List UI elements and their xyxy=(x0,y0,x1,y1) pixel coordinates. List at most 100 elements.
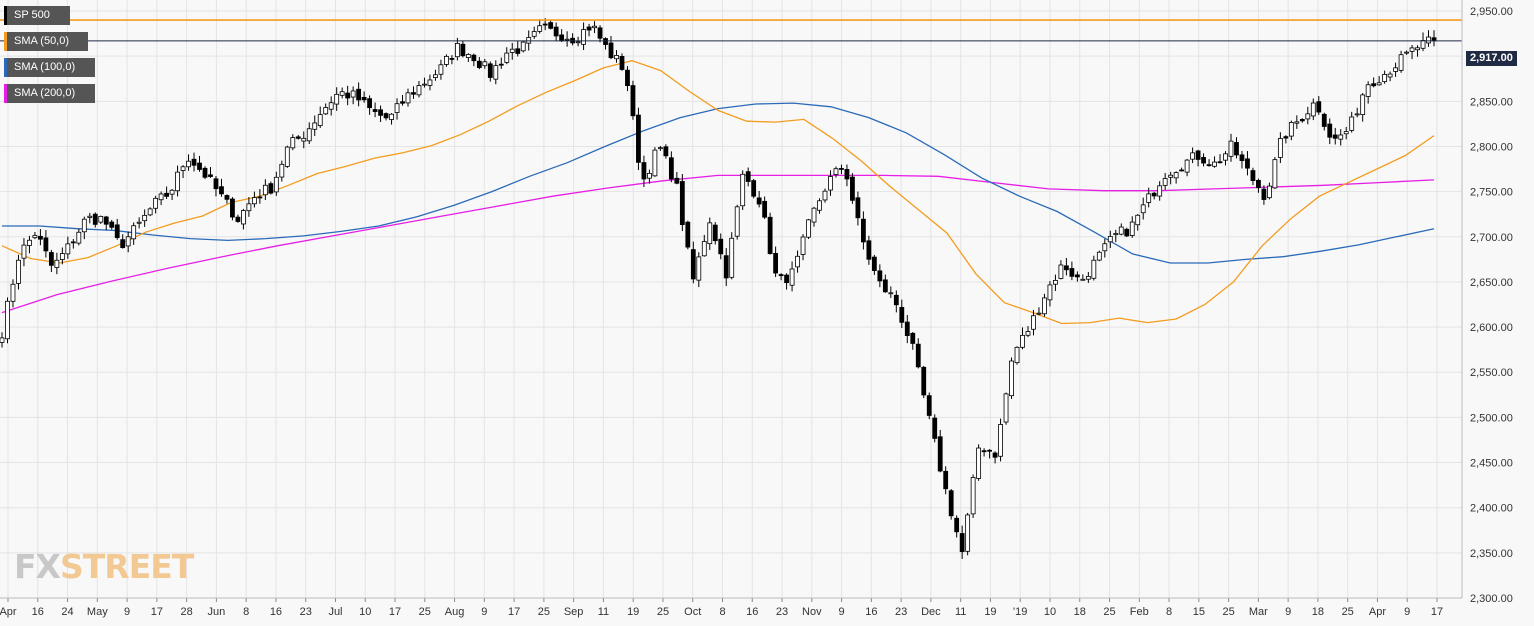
candle-down xyxy=(1299,118,1305,122)
x-tick-label: 25 xyxy=(1103,606,1115,618)
candle-down xyxy=(548,22,554,29)
candle-down xyxy=(411,92,416,95)
candle-down xyxy=(1201,157,1206,164)
candle-down xyxy=(268,183,274,194)
candle-up xyxy=(806,219,811,238)
candle-down xyxy=(745,171,751,182)
sma-50-polyline xyxy=(1,60,1435,325)
candle-down xyxy=(1256,179,1261,189)
x-tick-label: 8 xyxy=(1166,606,1172,618)
candle-up xyxy=(800,236,806,255)
candle-down xyxy=(1250,170,1256,181)
candle-up xyxy=(1184,159,1190,173)
candle-up xyxy=(970,477,976,515)
y-tick-label: 2,600.00 xyxy=(1470,322,1513,334)
candle-down xyxy=(92,213,98,225)
candle-down xyxy=(1261,188,1267,200)
candle-down xyxy=(630,85,636,117)
candle-down xyxy=(1321,113,1327,127)
candle-down xyxy=(1283,136,1289,139)
candle-up xyxy=(657,147,663,150)
x-tick-label: 8 xyxy=(243,606,249,618)
candle-down xyxy=(751,180,757,197)
x-tick-label: 9 xyxy=(839,606,845,618)
candle-down xyxy=(356,88,362,101)
legend-label: SMA (50,0) xyxy=(14,35,70,47)
candle-up xyxy=(312,122,318,130)
candle-up xyxy=(1343,131,1349,135)
candle-up xyxy=(1354,113,1360,116)
x-tick-label: 23 xyxy=(895,606,907,618)
candle-up xyxy=(76,231,82,244)
candle-down xyxy=(910,332,916,344)
candle-down xyxy=(1332,134,1338,139)
candle-down xyxy=(690,249,696,280)
y-tick-label: 2,500.00 xyxy=(1470,412,1513,424)
candle-down xyxy=(43,237,49,252)
candle-down xyxy=(1371,83,1377,87)
y-tick-label: 2,350.00 xyxy=(1470,548,1513,560)
candle-up xyxy=(1140,204,1146,214)
candle-up xyxy=(1420,40,1426,49)
candle-down xyxy=(372,109,378,112)
candle-up xyxy=(1190,152,1195,160)
candle-up xyxy=(142,214,148,222)
candle-down xyxy=(378,109,383,116)
chart-grid xyxy=(0,0,1462,599)
candle-down xyxy=(855,197,861,219)
candle-down xyxy=(712,224,718,242)
candle-up xyxy=(1360,94,1366,115)
x-tick-label: Nov xyxy=(802,606,822,618)
candle-down xyxy=(476,60,482,68)
legend-item-sma50[interactable]: SMA (50,0) xyxy=(4,32,88,51)
axes: 2,300.00 2,350.00 2,400.00 2,450.00 2,500.00… xyxy=(0,0,1513,618)
candle-down xyxy=(400,101,405,104)
candle-up xyxy=(284,146,290,167)
candle-up xyxy=(350,90,356,98)
x-tick-label: 25 xyxy=(1222,606,1234,618)
legend-label: SP 500 xyxy=(14,9,50,21)
candle-up xyxy=(444,55,449,65)
x-tick-label: 10 xyxy=(1044,606,1056,618)
candle-up xyxy=(186,160,191,168)
price-levels xyxy=(0,19,1462,42)
legend-item-sma100[interactable]: SMA (100,0) xyxy=(4,58,95,77)
legend-item-sma200[interactable]: SMA (200,0) xyxy=(4,84,95,103)
candle-up xyxy=(1020,334,1025,348)
candle-up xyxy=(1212,161,1217,167)
candle-up xyxy=(180,166,186,171)
candle-up xyxy=(504,52,510,63)
candle-up xyxy=(27,239,32,246)
y-tick-label: 2,950.00 xyxy=(1470,6,1513,18)
candle-down xyxy=(1206,164,1212,167)
candle-up xyxy=(427,79,433,86)
candle-up xyxy=(998,424,1003,457)
candle-up xyxy=(301,137,307,142)
legend-item-sp500[interactable]: SP 500 xyxy=(4,6,70,25)
candle-up xyxy=(1058,264,1064,279)
y-tick-label: 2,800.00 xyxy=(1470,141,1513,153)
candle-up xyxy=(789,268,795,286)
candle-up xyxy=(1387,73,1393,78)
x-tick-label: May xyxy=(87,606,108,618)
y-tick-label: 2,850.00 xyxy=(1470,96,1513,108)
candle-up xyxy=(1162,178,1168,186)
x-tick-label: 15 xyxy=(1193,606,1205,618)
candle-up xyxy=(394,103,400,113)
candle-down xyxy=(718,238,724,255)
sma-200-polyline xyxy=(1,174,1435,314)
candle-up xyxy=(59,253,65,260)
candle-down xyxy=(619,56,625,70)
candle-up xyxy=(317,114,323,127)
x-tick-label: Feb xyxy=(1130,606,1149,618)
candle-down xyxy=(1234,142,1239,156)
candle-down xyxy=(114,224,120,238)
candle-up xyxy=(1338,134,1344,140)
candle-down xyxy=(932,417,938,439)
candle-down xyxy=(345,92,351,99)
candle-up xyxy=(81,218,87,233)
candle-up xyxy=(1228,140,1234,157)
x-tick-label: 17 xyxy=(151,606,163,618)
x-tick-label: 11 xyxy=(955,606,966,618)
